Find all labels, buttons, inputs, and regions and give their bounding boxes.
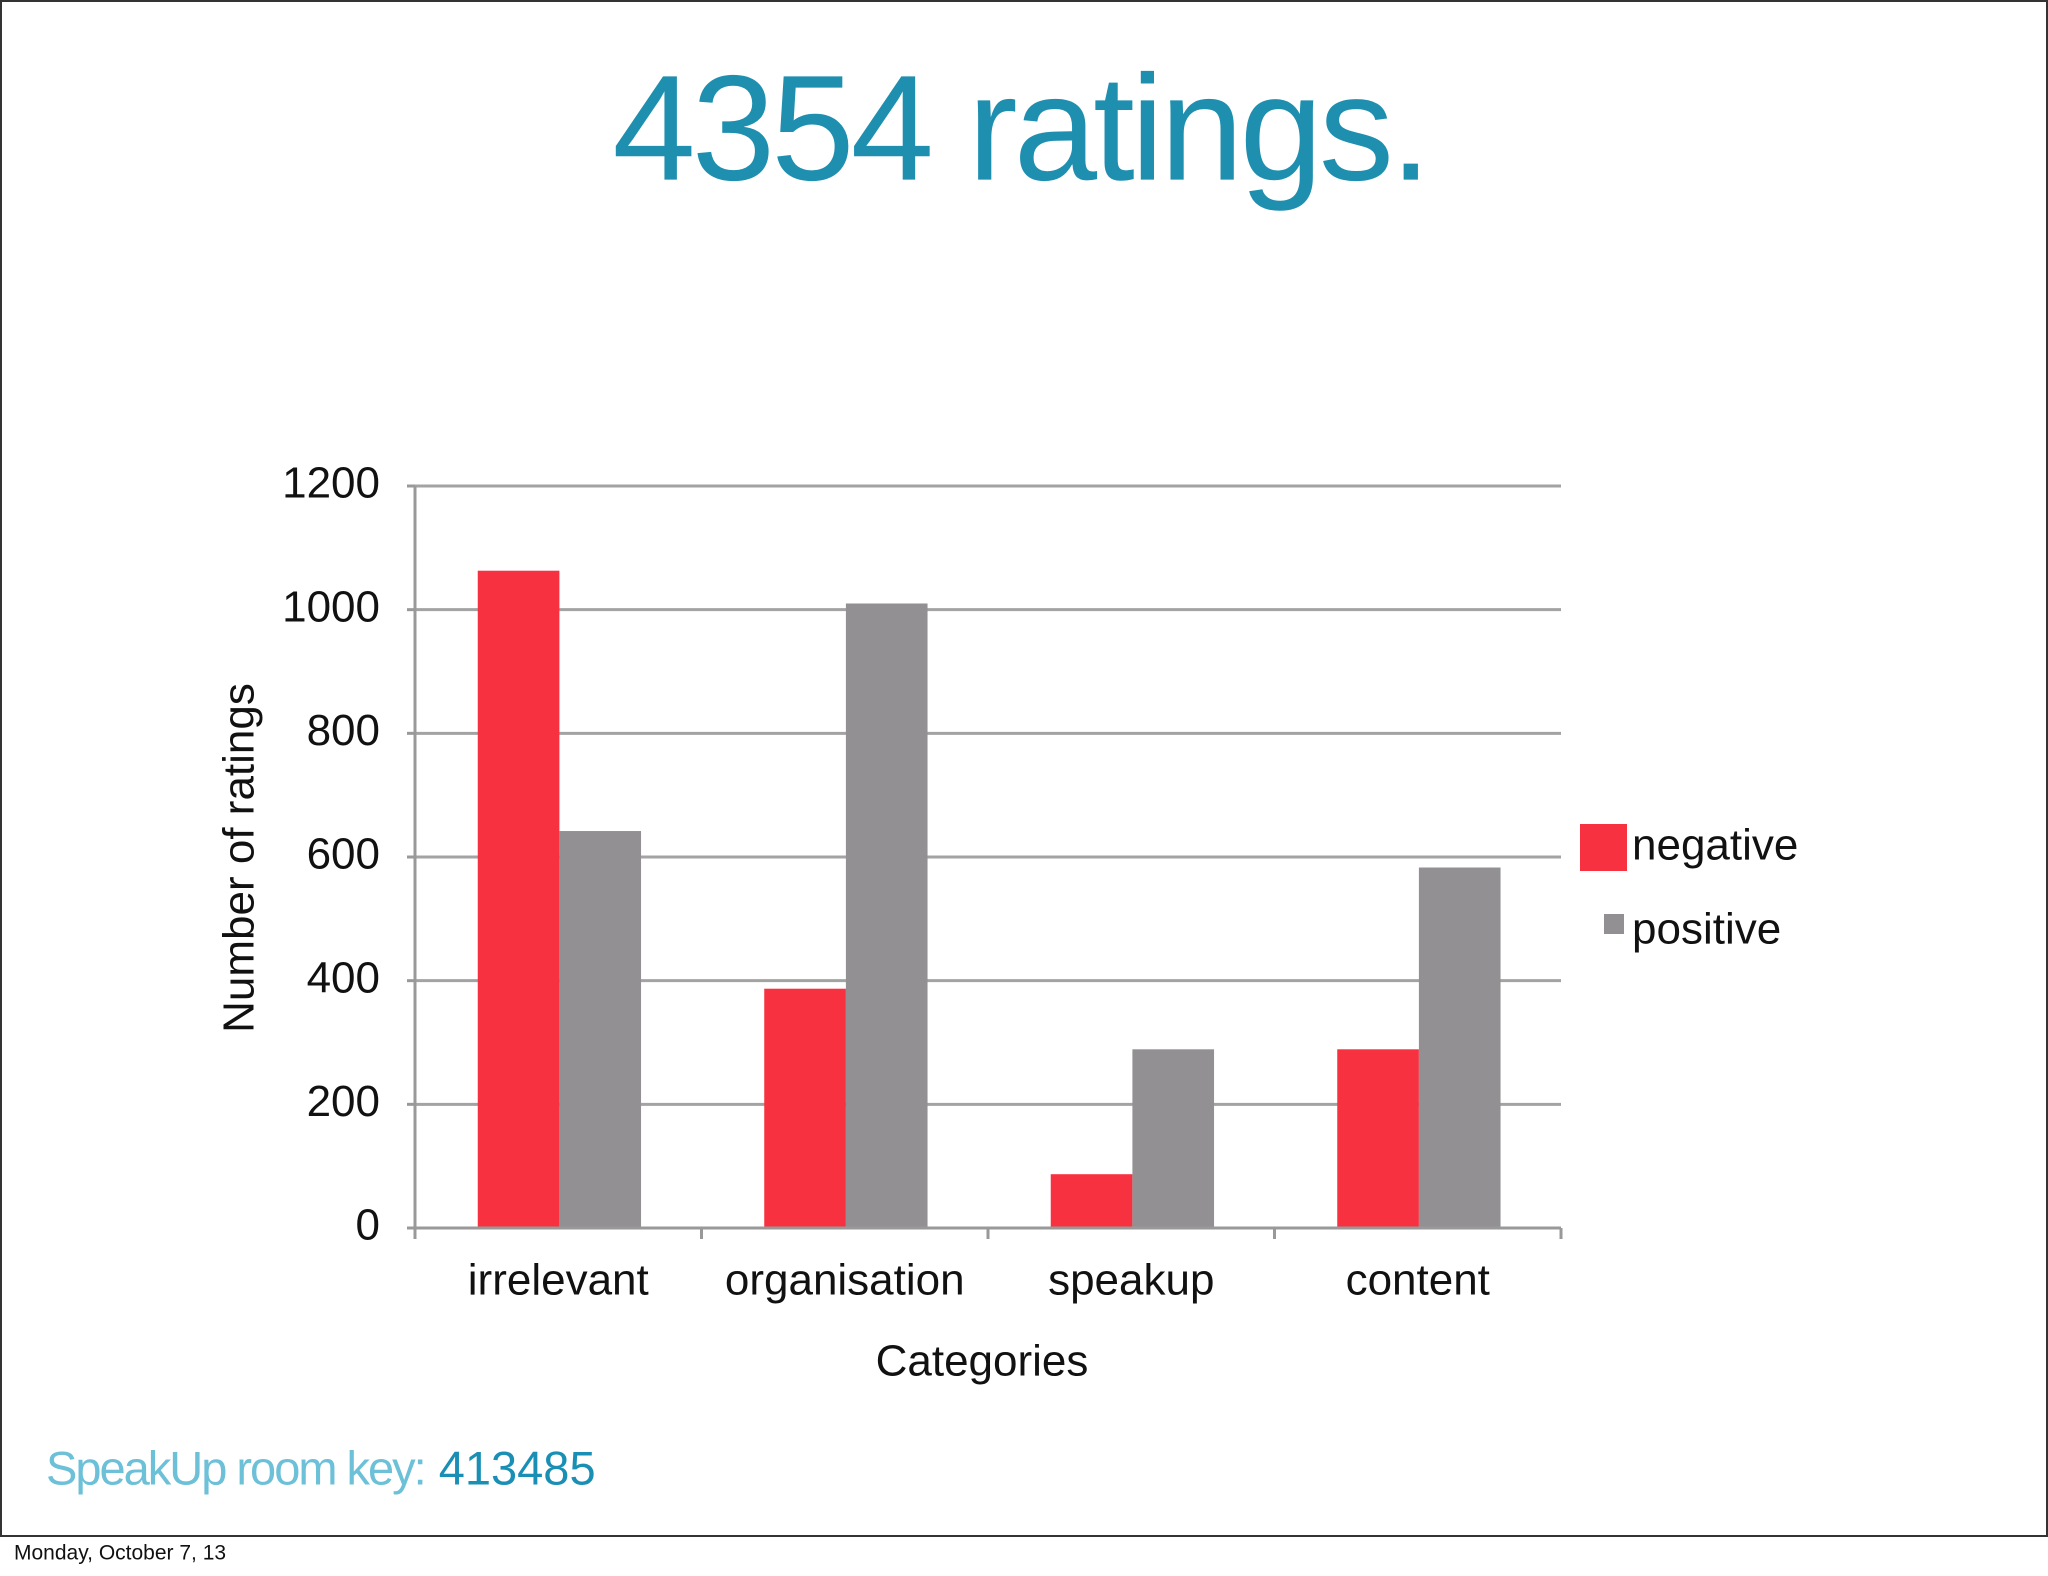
room-key-label: SpeakUp room key: — [46, 1441, 425, 1494]
bar — [559, 831, 642, 1228]
y-tick-label: 0 — [356, 1201, 380, 1250]
y-tick-label: 800 — [307, 706, 380, 755]
x-tick-label: speakup — [1048, 1256, 1214, 1305]
legend-label: positive — [1632, 905, 1781, 954]
bar — [1418, 867, 1501, 1228]
x-axis-label: Categories — [876, 1337, 1089, 1386]
y-tick-label: 200 — [307, 1077, 380, 1126]
legend-swatch — [1604, 914, 1624, 934]
legend-swatch — [1580, 824, 1627, 871]
slide-title: 4354 ratings. — [612, 44, 1427, 212]
x-tick-label: irrelevant — [468, 1256, 649, 1305]
y-tick-label: 600 — [307, 830, 380, 879]
y-tick-label: 400 — [307, 953, 380, 1002]
y-axis-label: Number of ratings — [215, 683, 264, 1033]
bar — [1337, 1049, 1419, 1228]
bar — [845, 603, 928, 1228]
bar — [764, 988, 846, 1228]
bar — [477, 570, 560, 1228]
room-key: 413485 — [439, 1441, 596, 1494]
y-tick-label: 1000 — [282, 582, 380, 631]
bar — [1050, 1174, 1133, 1228]
x-tick-label: content — [1346, 1256, 1490, 1305]
bar — [1132, 1049, 1215, 1228]
slide-frame — [0, 0, 2048, 1537]
legend-label: negative — [1632, 821, 1798, 870]
x-tick-label: organisation — [725, 1256, 965, 1305]
date: Monday, October 7, 13 — [14, 1542, 226, 1565]
y-tick-label: 1200 — [282, 459, 380, 508]
